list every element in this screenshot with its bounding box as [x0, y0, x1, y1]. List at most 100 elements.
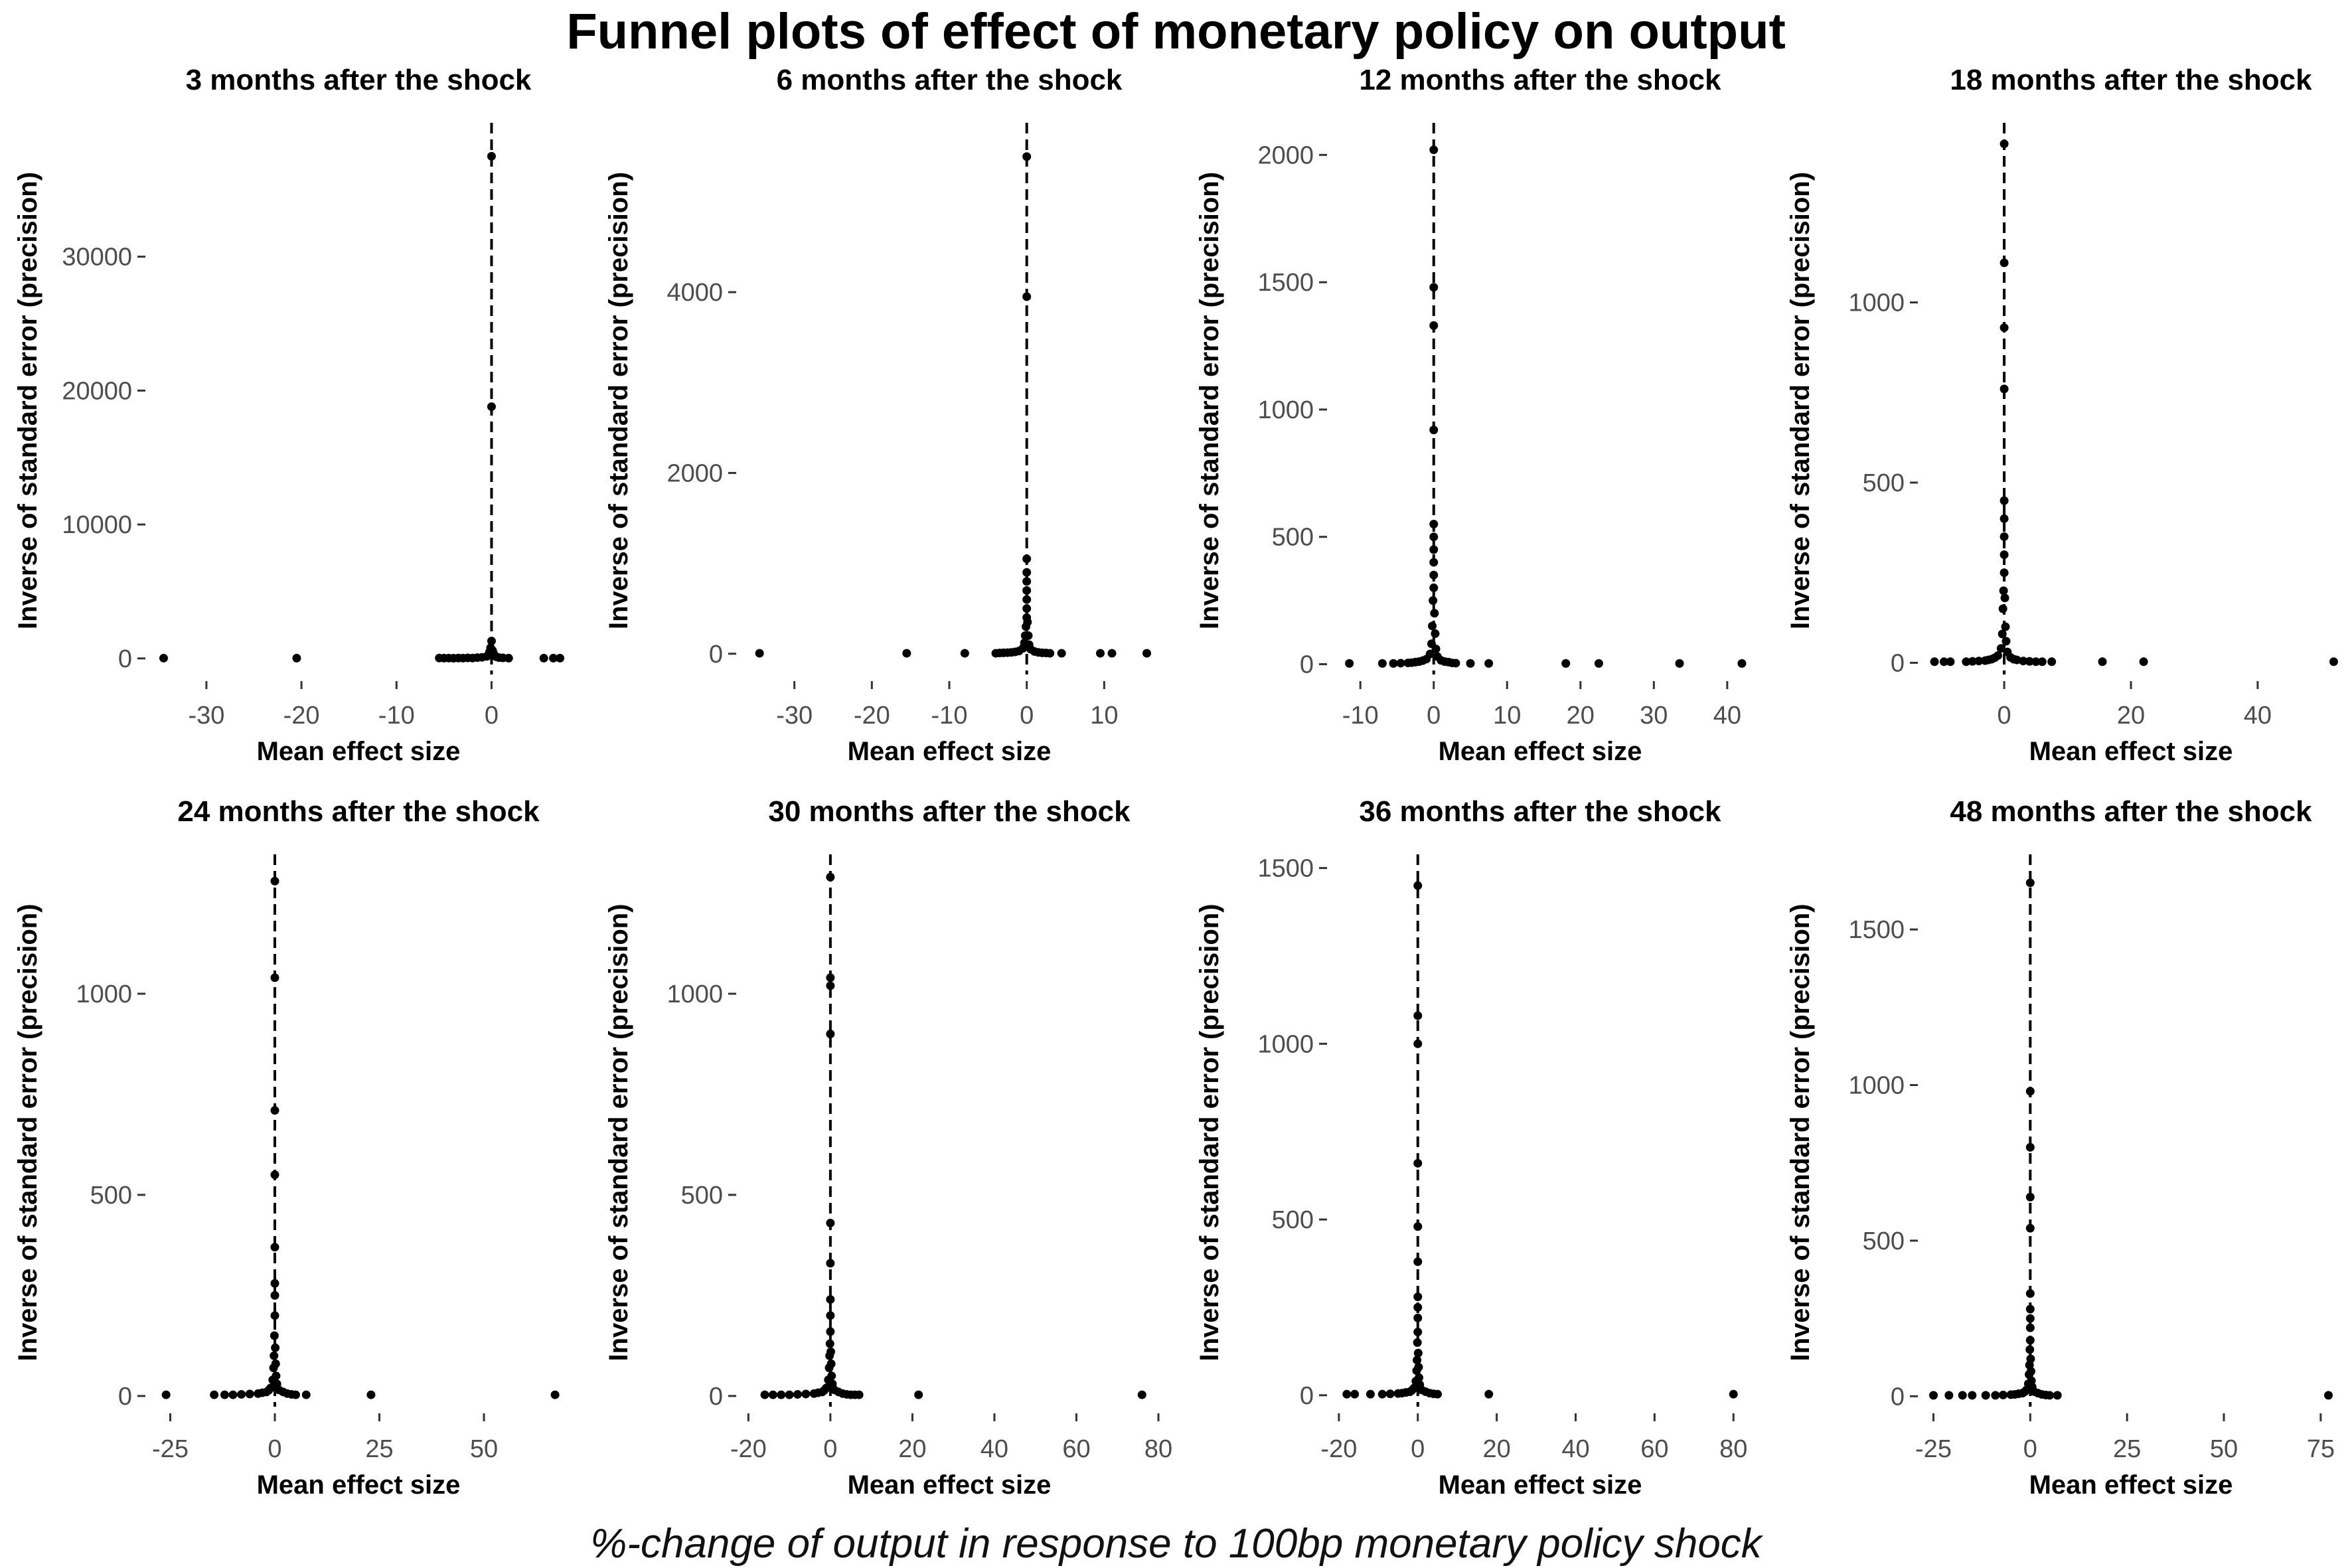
data-point — [1413, 1302, 1423, 1312]
data-point — [270, 1291, 279, 1300]
data-point — [1414, 1362, 1423, 1372]
data-point — [549, 653, 558, 663]
data-point — [1413, 1222, 1423, 1231]
data-point — [1433, 1389, 1442, 1399]
data-point — [2000, 593, 2009, 603]
data-point — [777, 1390, 786, 1399]
data-point — [1413, 1356, 1422, 1365]
data-point — [1142, 649, 1151, 658]
data-point — [1429, 283, 1439, 292]
x-axis-title: Mean effect size — [1439, 737, 1642, 766]
x-tick-label: -20 — [283, 702, 320, 730]
panel-title: 24 months after the shock — [177, 795, 540, 828]
data-point — [2025, 1142, 2035, 1152]
x-tick-label: 25 — [365, 1435, 393, 1463]
data-point — [271, 1343, 280, 1352]
data-point — [1413, 881, 1423, 890]
data-point — [1022, 595, 1032, 604]
data-point — [291, 1390, 300, 1399]
x-tick-label: 25 — [2113, 1435, 2141, 1463]
y-tick-label: 500 — [1863, 469, 1905, 497]
data-point — [1022, 604, 1032, 613]
y-tick-label: 500 — [1272, 524, 1314, 552]
data-point — [1413, 1257, 1423, 1267]
x-tick-label: -10 — [931, 702, 968, 730]
data-point — [2324, 1391, 2333, 1400]
data-point — [1425, 649, 1435, 659]
data-point — [2025, 1087, 2035, 1096]
data-point — [1413, 1011, 1423, 1020]
y-tick-label: 0 — [1300, 651, 1314, 678]
data-point — [1484, 659, 1494, 668]
data-point — [1968, 1391, 1977, 1400]
x-tick-label: 30 — [1640, 702, 1668, 730]
x-tick-label: 0 — [1020, 702, 1034, 730]
panel-3: 12 months after the shock Inverse of stan… — [1195, 64, 1747, 766]
data-point — [760, 1390, 769, 1399]
data-point — [1999, 496, 2009, 505]
data-point — [1107, 649, 1117, 658]
x-tick-label: -30 — [776, 702, 813, 730]
page-title: Funnel plots of effect of monetary polic… — [566, 3, 1786, 60]
x-tick-label: 40 — [980, 1435, 1008, 1463]
data-point — [2026, 1354, 2035, 1364]
x-tick-label: -25 — [152, 1435, 189, 1463]
x-tick-label: 0 — [1411, 1435, 1425, 1463]
data-point — [1981, 1391, 1990, 1400]
x-tick-label: 60 — [1062, 1435, 1090, 1463]
panel-title: 6 months after the shock — [777, 64, 1123, 96]
data-point — [1431, 644, 1441, 653]
panel-2: 6 months after the shock Inverse of stand… — [604, 64, 1151, 766]
data-point — [825, 1339, 834, 1348]
x-tick-label: 0 — [823, 1435, 837, 1463]
y-tick-label: 1000 — [76, 980, 132, 1008]
data-point — [1345, 659, 1354, 668]
y-tick-label: 1000 — [666, 980, 723, 1008]
x-tick-label: 0 — [485, 702, 499, 730]
data-point — [1024, 631, 1033, 641]
data-point — [1484, 1389, 1494, 1399]
data-point — [2025, 1192, 2035, 1202]
x-tick-label: 20 — [2117, 702, 2145, 730]
y-tick-label: 1500 — [1257, 269, 1314, 297]
y-tick-label: 1000 — [1848, 1072, 1905, 1100]
data-point — [270, 876, 279, 886]
y-tick-label: 0 — [118, 645, 132, 673]
data-point — [2025, 1323, 2035, 1332]
data-point — [1428, 621, 1437, 631]
data-point — [272, 1372, 281, 1381]
x-tick-label: 40 — [1713, 702, 1741, 730]
data-point — [1096, 649, 1105, 658]
data-point — [1429, 570, 1439, 580]
data-point — [1023, 617, 1032, 627]
y-tick-label: 500 — [90, 1182, 132, 1210]
x-axis-title: Mean effect size — [257, 737, 461, 766]
panel-1: 3 months after the shock Inverse of stand… — [13, 64, 565, 766]
data-point — [1350, 1389, 1360, 1399]
data-point — [1998, 629, 2007, 639]
data-point — [1413, 1348, 1423, 1358]
data-point — [2025, 878, 2035, 888]
data-point — [1413, 1039, 1423, 1048]
data-point — [826, 1294, 835, 1304]
data-point — [826, 1347, 835, 1356]
data-point — [228, 1390, 238, 1399]
data-point — [2025, 1289, 2035, 1298]
data-point — [1939, 657, 1948, 666]
data-point — [1413, 1327, 1423, 1336]
data-point — [1377, 1389, 1387, 1399]
data-point — [2012, 655, 2021, 665]
data-point — [1999, 323, 2009, 333]
y-axis-title: Inverse of standard error (precision) — [1786, 903, 1815, 1361]
data-point — [1429, 596, 1438, 605]
data-point — [1999, 258, 2009, 268]
data-point — [270, 1170, 279, 1180]
data-point — [2019, 657, 2028, 666]
data-point — [1999, 550, 2009, 560]
data-point — [270, 1331, 279, 1340]
data-point — [902, 649, 911, 658]
data-point — [1413, 1293, 1423, 1302]
data-point — [270, 1106, 279, 1115]
data-point — [1429, 321, 1439, 330]
data-point — [1958, 1391, 1967, 1400]
